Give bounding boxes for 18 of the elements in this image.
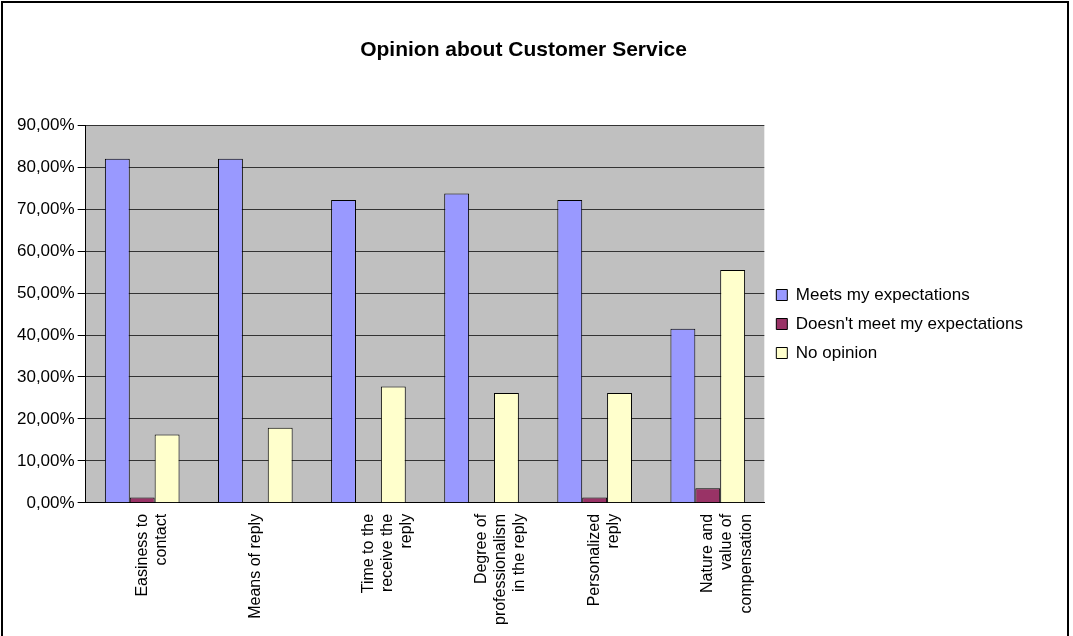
legend-label: No opinion — [795, 342, 878, 362]
y-tick-label: 60,00% — [16, 240, 75, 260]
x-tick-label: Means of reply — [245, 513, 263, 619]
x-tick-label: Time to the receive the reply — [358, 513, 415, 594]
y-tick-label: 0,00% — [26, 492, 75, 512]
y-tick-label: 20,00% — [16, 408, 75, 428]
y-tick-label: 30,00% — [16, 366, 75, 386]
y-tick-label: 50,00% — [16, 282, 75, 302]
chart-title: Opinion about Customer Service — [360, 37, 687, 61]
y-tick-label: 40,00% — [16, 324, 75, 344]
x-tick-label: Personalized reply — [585, 513, 622, 607]
legend-label: Doesn't meet my expectations — [795, 313, 1023, 333]
y-tick-label: 80,00% — [16, 156, 75, 176]
legend-label: Meets my expectations — [795, 284, 970, 304]
y-tick-label: 90,00% — [16, 114, 75, 134]
x-tick-label: Easiness to contact — [132, 513, 169, 597]
y-tick-label: 70,00% — [16, 198, 75, 218]
y-tick-label: 10,00% — [16, 450, 75, 470]
